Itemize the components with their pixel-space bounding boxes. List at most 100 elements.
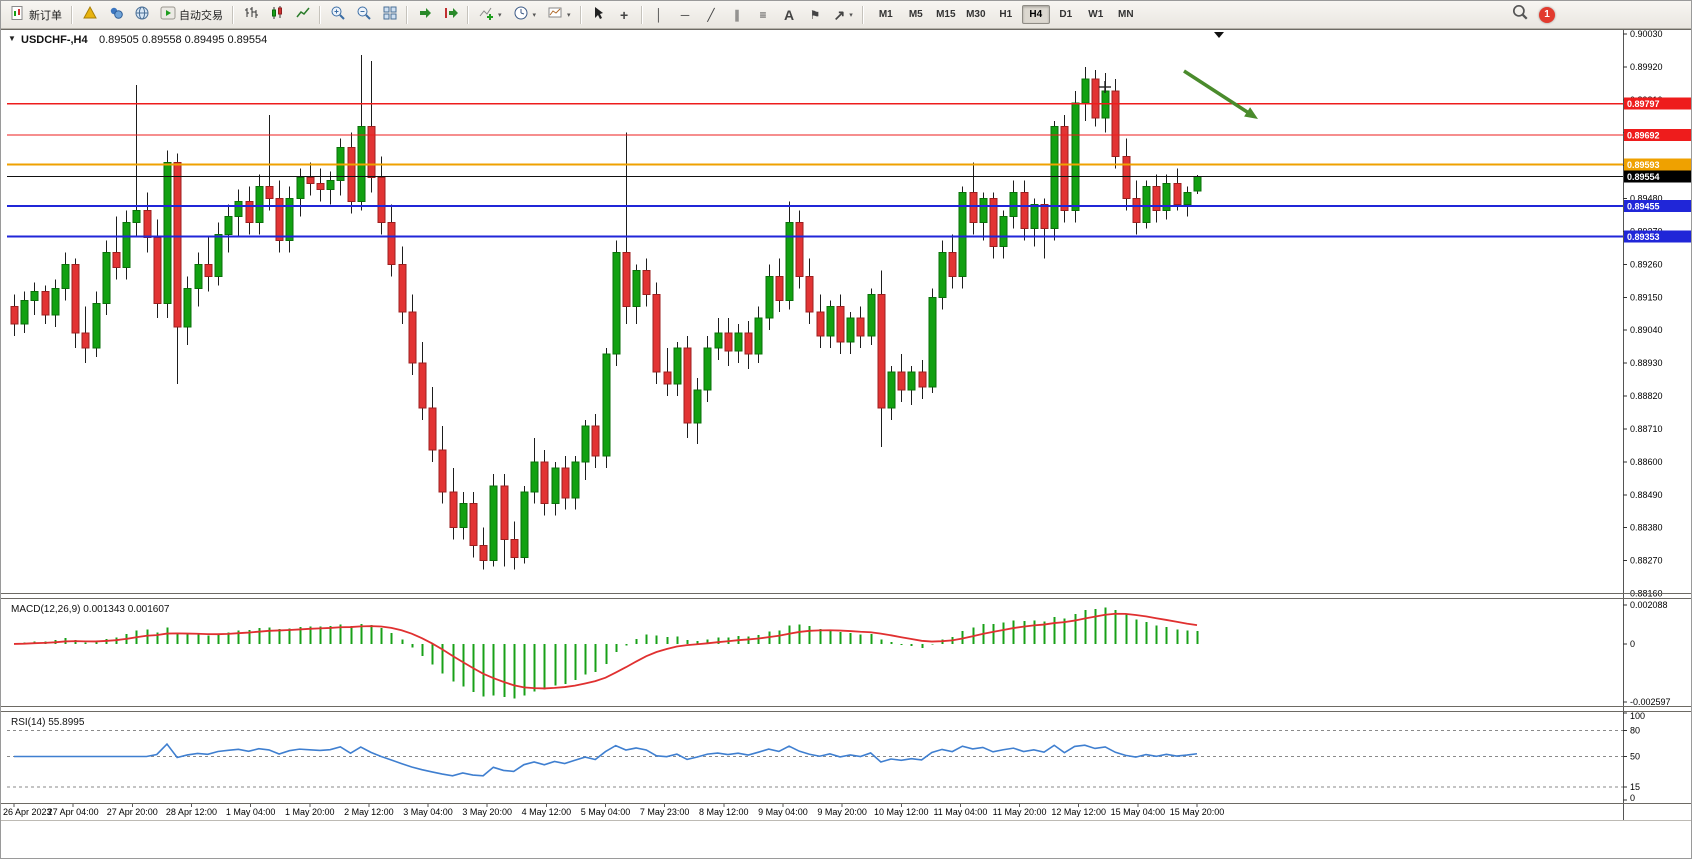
svg-text:0.89150: 0.89150 (1630, 292, 1663, 302)
rsi-indicator-label: RSI(14) 55.8995 (11, 717, 85, 728)
equidistant-channel-button[interactable]: ∥ (725, 3, 750, 27)
periods-button[interactable]: ▾ (508, 3, 542, 27)
svg-text:0.88820: 0.88820 (1630, 391, 1663, 401)
price-axis[interactable]: 0.900300.899200.898100.897000.895900.894… (1623, 29, 1692, 821)
indicators-button[interactable]: ▾ (473, 3, 507, 27)
svg-text:0.89554: 0.89554 (1627, 172, 1660, 182)
text-label-button[interactable]: ⚑ (803, 3, 828, 27)
community-button[interactable] (103, 3, 128, 27)
autotrading-icon (160, 5, 176, 24)
auto-scroll-button[interactable] (412, 3, 437, 27)
chart-shift-icon (443, 5, 459, 24)
svg-text:0.89797: 0.89797 (1627, 99, 1660, 109)
zoom-in-icon (330, 5, 346, 24)
svg-text:0.90030: 0.90030 (1630, 29, 1663, 39)
crosshair-icon: + (619, 6, 629, 23)
time-marker-icon (1214, 32, 1224, 38)
timeframe-button-w1[interactable]: W1 (1088, 9, 1104, 20)
svg-text:0.88930: 0.88930 (1630, 358, 1663, 368)
autotrading-button[interactable]: 自动交易 (155, 3, 228, 27)
bar-chart-button[interactable] (238, 3, 263, 27)
timeframe-button-h4[interactable]: H4 (1021, 5, 1050, 24)
channel-icon: ∥ (734, 7, 741, 22)
crosshair-button[interactable]: + (612, 3, 637, 27)
svg-text:0.89455: 0.89455 (1627, 202, 1660, 212)
chart-shift-button[interactable] (438, 3, 463, 27)
rsi-panel: 100 80 50 150 (7, 711, 1645, 803)
timeframe-button-m1[interactable]: M1 (878, 9, 893, 20)
arrows-tool-button[interactable]: ↗ ▾ (829, 3, 858, 27)
hlines-layer[interactable] (7, 103, 1623, 238)
templates-button[interactable]: ▾ (542, 3, 576, 27)
svg-text:0.89692: 0.89692 (1627, 131, 1660, 141)
timeframe-button-m15[interactable]: M15 (936, 9, 956, 20)
zoom-out-button[interactable] (351, 3, 376, 27)
timeframe-button-m5[interactable]: M5 (908, 9, 923, 20)
timeframe-button-h1[interactable]: H1 (999, 9, 1013, 20)
macd-panel: 0.002088 0 -0.002597 (13, 600, 1671, 707)
cursor-icon (590, 5, 606, 24)
toolbar-separator (232, 5, 234, 24)
svg-text:8 May 12:00: 8 May 12:00 (699, 807, 749, 817)
svg-text:100: 100 (1630, 711, 1645, 721)
timeframe-button-mn[interactable]: MN (1118, 9, 1134, 20)
svg-text:26 Apr 2023: 26 Apr 2023 (3, 807, 52, 817)
toolbar-separator (467, 5, 469, 24)
candlestick-chart-button[interactable] (264, 3, 289, 27)
zoom-out-icon (356, 5, 372, 24)
new-order-button[interactable]: 新订单 (5, 3, 67, 27)
svg-text:10 May 12:00: 10 May 12:00 (874, 807, 929, 817)
zoom-in-button[interactable] (325, 3, 350, 27)
horizontal-line-icon: ─ (680, 7, 690, 22)
svg-text:15 May 04:00: 15 May 04:00 (1111, 807, 1166, 817)
market-watch-button[interactable] (129, 3, 154, 27)
tile-windows-button[interactable] (377, 3, 402, 27)
svg-text:50: 50 (1630, 752, 1640, 762)
arrows-tool-icon: ↗ (833, 6, 846, 23)
svg-text:0.89480: 0.89480 (1630, 194, 1663, 204)
timeframe-button-m30[interactable]: M30 (966, 9, 986, 20)
chart-window[interactable]: 0.900300.899200.898100.897000.895900.894… (1, 29, 1692, 859)
timeframe-toolbar: M1 M5 M15 M30 H1 H4 D1 W1 MN (872, 5, 1140, 24)
panel-splitters[interactable] (1, 29, 1692, 821)
svg-text:0.88380: 0.88380 (1630, 523, 1663, 533)
templates-icon (547, 5, 563, 24)
chart-canvas[interactable]: 0.900300.899200.898100.897000.895900.894… (1, 29, 1692, 859)
svg-text:9 May 20:00: 9 May 20:00 (817, 807, 867, 817)
search-icon[interactable] (1511, 3, 1529, 26)
trend-arrow-annotation (1183, 69, 1253, 117)
macd-indicator-label: MACD(12,26,9) 0.001343 0.001607 (11, 604, 170, 615)
svg-text:11 May 04:00: 11 May 04:00 (933, 807, 987, 817)
svg-text:11 May 20:00: 11 May 20:00 (993, 807, 1047, 817)
svg-text:15 May 20:00: 15 May 20:00 (1170, 807, 1225, 817)
notification-badge[interactable]: 1 (1539, 6, 1555, 23)
annotations-layer[interactable] (1099, 32, 1258, 119)
candlestick-chart-icon (269, 5, 285, 24)
toolbar-separator (406, 5, 408, 24)
vertical-line-button[interactable]: │ (647, 3, 672, 27)
fibonacci-button[interactable]: ≡ (751, 3, 776, 27)
svg-text:1 May 20:00: 1 May 20:00 (285, 807, 335, 817)
horizontal-line-button[interactable]: ─ (673, 3, 698, 27)
svg-text:0.89353: 0.89353 (1627, 232, 1660, 242)
candlesticks-layer (10, 54, 1202, 570)
timeframe-button-d1[interactable]: D1 (1059, 9, 1073, 20)
text-tool-icon: A (783, 6, 795, 23)
line-chart-button[interactable] (290, 3, 315, 27)
text-tool-button[interactable]: A (777, 3, 802, 27)
svg-text:0.002088: 0.002088 (1630, 600, 1668, 610)
globe-icon (134, 5, 150, 24)
cursor-button[interactable] (586, 3, 611, 27)
new-order-label: 新订单 (29, 9, 62, 22)
svg-text:0.89260: 0.89260 (1630, 259, 1663, 269)
svg-text:3 May 04:00: 3 May 04:00 (403, 807, 453, 817)
clock-icon (513, 5, 529, 24)
collapse-arrow-icon[interactable]: ▼ (8, 34, 16, 43)
svg-text:0.88270: 0.88270 (1630, 556, 1663, 566)
trendline-button[interactable]: ╱ (699, 3, 724, 27)
toolbar-separator (640, 5, 643, 24)
mql5-wizard-button[interactable] (77, 3, 102, 27)
svg-text:27 Apr 20:00: 27 Apr 20:00 (107, 807, 158, 817)
